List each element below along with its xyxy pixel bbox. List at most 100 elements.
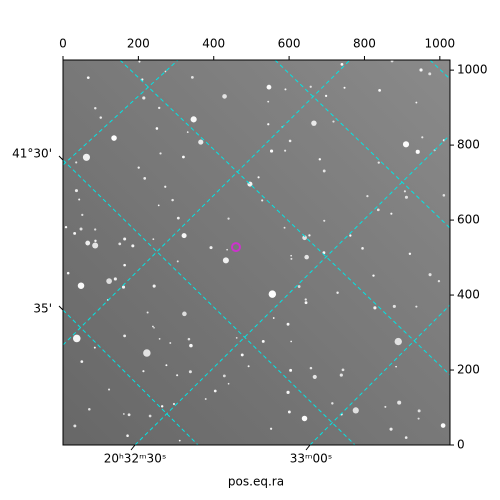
star [187,337,191,341]
ra-label: 33ᵐ00ˢ [290,452,333,466]
star [93,346,96,349]
star [352,407,359,414]
star [142,96,146,100]
star [403,190,406,193]
star [66,271,70,275]
star [137,166,140,169]
star [164,185,167,188]
star [81,213,84,216]
star [227,382,230,385]
star [126,434,129,438]
star [301,415,308,422]
star [417,409,421,413]
star [442,139,446,142]
plot-frame [62,59,451,446]
star [190,76,194,79]
star [121,285,126,289]
star [222,94,227,99]
star [189,343,193,348]
star [297,285,301,288]
star [72,334,81,343]
star [182,311,187,317]
star [308,234,311,237]
ra-tick [305,444,311,451]
x-tick-label: 0 [59,37,67,51]
star [79,227,83,231]
x-tick-label: 600 [278,37,301,51]
star [240,353,244,357]
coordinate-grid [63,60,450,445]
star [288,139,292,143]
star [257,176,260,179]
star [74,189,78,193]
star [415,101,418,104]
star [85,240,91,246]
star [361,247,364,250]
star [123,263,126,267]
star [290,340,292,343]
star [437,279,441,283]
y-tick-label: 200 [457,363,480,377]
star [181,233,187,239]
star [152,238,155,241]
star [209,246,213,250]
star [283,226,286,229]
star [376,208,380,212]
star [157,204,160,207]
star [94,107,97,110]
star [158,106,161,110]
star [155,127,159,130]
star [123,334,127,338]
star [80,360,84,363]
ra-grid-line [63,60,351,346]
star [88,407,91,411]
star [266,84,272,90]
star [332,120,335,123]
star [148,414,152,418]
ra-grid-line [134,134,450,445]
star [289,368,293,372]
dec-grid-line [63,309,199,445]
star [73,424,77,428]
star [146,311,149,314]
star [267,100,270,103]
star [169,342,172,344]
star [440,423,446,428]
star [82,153,91,161]
star [309,366,313,370]
star [408,252,412,255]
star [75,161,78,164]
star [127,413,131,417]
star [131,244,135,248]
star [287,410,291,414]
star [158,337,161,340]
dec-tick [58,155,64,161]
star [123,237,127,241]
star [138,60,141,63]
star [290,257,293,260]
star [99,116,103,119]
star [94,239,97,243]
star [384,405,387,408]
star [261,199,264,202]
star [176,374,179,377]
star [165,364,168,367]
ra-grid-line [63,60,179,166]
star [341,368,345,372]
image-background [63,60,450,445]
star [377,161,380,164]
star [94,228,97,231]
star [123,413,125,415]
star [442,194,446,197]
star [86,76,90,80]
star [164,70,167,73]
star [309,85,312,88]
star [372,274,375,277]
x-tick-label: 800 [353,37,376,51]
star [349,234,352,237]
x-tick-label: 400 [202,37,225,51]
star [235,336,238,339]
star [204,398,207,400]
star [336,291,339,294]
